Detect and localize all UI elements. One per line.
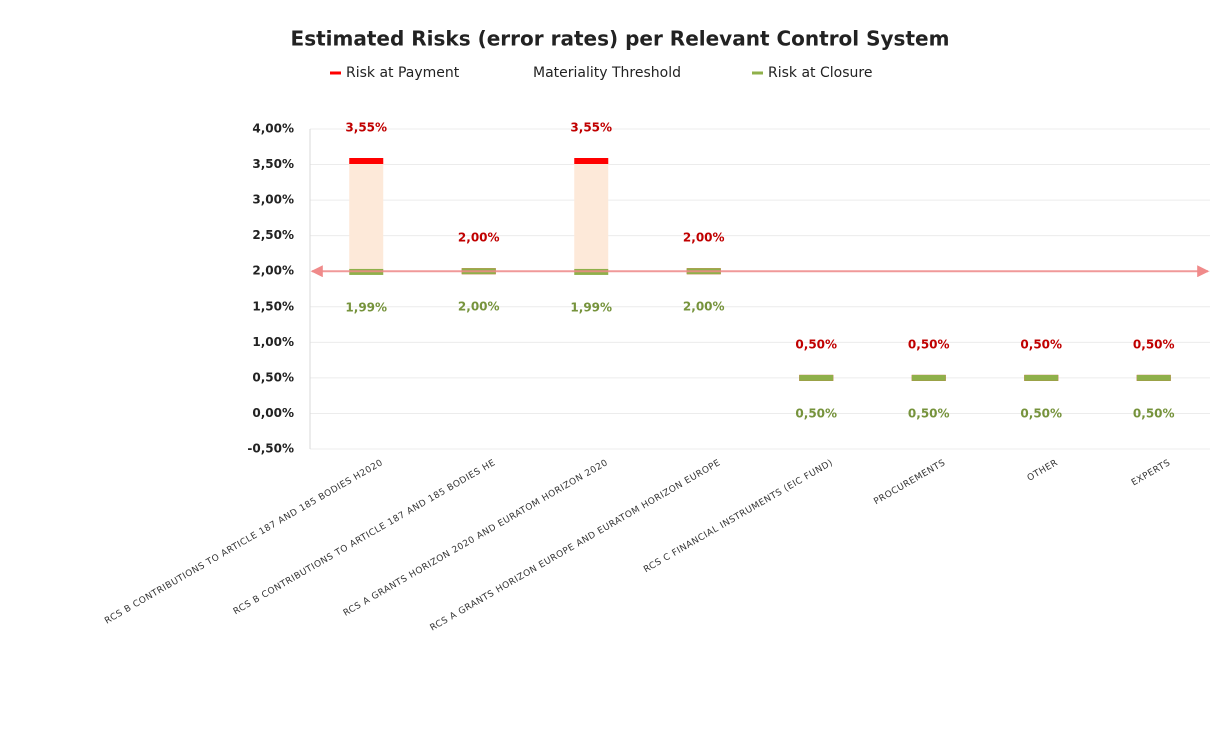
payment-marker [574, 158, 609, 164]
y-tick-label: 1,50% [252, 299, 294, 313]
payment-label: 2,00% [683, 231, 725, 245]
closure-marker [1136, 374, 1171, 381]
x-tick-label: EXPERTS [1130, 458, 1172, 488]
y-tick-label: -0,50% [247, 442, 294, 456]
closure-marker [1024, 374, 1059, 381]
y-tick-label: 3,50% [252, 157, 294, 171]
payment-label: 0,50% [795, 337, 837, 351]
payment-label: 0,50% [908, 337, 950, 351]
x-tick-label: RCS C FINANCIAL INSTRUMENTS (EIC FUND) [642, 458, 835, 575]
x-tick-label: OTHER [1026, 458, 1060, 484]
closure-label: 1,99% [570, 300, 612, 314]
closure-label: 0,50% [908, 406, 950, 420]
closure-label: 0,50% [795, 406, 837, 420]
closure-label: 1,99% [345, 300, 387, 314]
legend-label: Materiality Threshold [533, 65, 681, 81]
y-tick-label: 2,50% [252, 228, 294, 242]
risk-range [349, 161, 384, 272]
y-tick-label: 2,00% [252, 264, 294, 278]
y-tick-label: 0,50% [252, 370, 294, 384]
closure-label: 0,50% [1133, 406, 1175, 420]
x-tick-label: RCS B CONTRIBUTIONS TO ARTICLE 187 AND 1… [232, 458, 498, 617]
risk-range [574, 161, 609, 272]
closure-label: 0,50% [1020, 406, 1062, 420]
legend-label: Risk at Closure [768, 65, 872, 81]
closure-marker [911, 374, 946, 381]
x-tick-label: RCS A GRANTS HORIZON 2020 AND EURATOM HO… [342, 458, 610, 619]
y-tick-label: 0,00% [252, 406, 294, 420]
closure-marker [799, 374, 834, 381]
payment-marker [349, 158, 384, 164]
chart-title: Estimated Risks (error rates) per Releva… [291, 27, 950, 51]
payment-label: 3,55% [570, 121, 612, 135]
y-tick-label: 4,00% [252, 122, 294, 136]
closure-label: 2,00% [458, 300, 500, 314]
payment-label: 3,55% [345, 121, 387, 135]
x-tick-label: PROCUREMENTS [872, 458, 947, 507]
payment-label: 0,50% [1020, 337, 1062, 351]
payment-label: 0,50% [1133, 337, 1175, 351]
y-tick-label: 1,00% [252, 335, 294, 349]
closure-label: 2,00% [683, 300, 725, 314]
legend-label: Risk at Payment [346, 65, 460, 81]
payment-label: 2,00% [458, 231, 500, 245]
y-tick-label: 3,00% [252, 193, 294, 207]
